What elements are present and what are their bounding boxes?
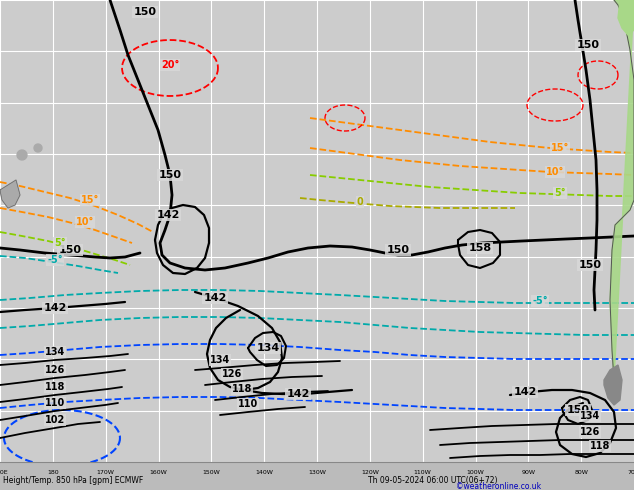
Text: 110: 110 <box>45 398 65 408</box>
Text: 15°: 15° <box>551 143 569 153</box>
Text: 102: 102 <box>45 415 65 425</box>
Text: 150: 150 <box>578 260 602 270</box>
Text: 5°: 5° <box>54 238 66 248</box>
Polygon shape <box>17 150 27 160</box>
Text: 150: 150 <box>387 245 410 255</box>
Text: 10°: 10° <box>76 217 94 227</box>
Text: 126: 126 <box>45 365 65 375</box>
Text: 5°: 5° <box>554 188 566 198</box>
Text: 180: 180 <box>47 469 59 474</box>
Text: ©weatheronline.co.uk: ©weatheronline.co.uk <box>456 482 541 490</box>
Text: 126: 126 <box>222 369 242 379</box>
Text: 142: 142 <box>43 303 67 313</box>
Text: 130W: 130W <box>308 469 326 474</box>
Text: 142: 142 <box>204 293 227 303</box>
Text: 100W: 100W <box>467 469 484 474</box>
Text: 150: 150 <box>567 405 590 415</box>
Text: 80W: 80W <box>574 469 588 474</box>
Text: 110: 110 <box>238 399 258 409</box>
Polygon shape <box>0 180 20 208</box>
Text: 126: 126 <box>580 427 600 437</box>
Text: 118: 118 <box>590 441 610 451</box>
Text: 120W: 120W <box>361 469 378 474</box>
Text: 90W: 90W <box>521 469 535 474</box>
Text: Th 09-05-2024 06:00 UTC(06+72): Th 09-05-2024 06:00 UTC(06+72) <box>368 475 497 485</box>
Text: 142: 142 <box>514 387 537 397</box>
Text: 20°: 20° <box>161 60 179 70</box>
Text: 142: 142 <box>287 389 309 399</box>
Text: 160W: 160W <box>150 469 167 474</box>
Text: 118: 118 <box>232 384 252 394</box>
Text: 134: 134 <box>45 347 65 357</box>
Text: 142: 142 <box>157 210 179 220</box>
Text: 150: 150 <box>134 7 157 17</box>
Text: 110W: 110W <box>414 469 432 474</box>
Text: -5°: -5° <box>532 296 548 306</box>
Bar <box>0 462 634 490</box>
Text: Height/Temp. 850 hPa [gpm] ECMWF: Height/Temp. 850 hPa [gpm] ECMWF <box>3 475 143 485</box>
Text: 150: 150 <box>58 245 82 255</box>
Text: 150: 150 <box>158 170 181 180</box>
Text: 134: 134 <box>580 411 600 421</box>
Text: 150W: 150W <box>202 469 220 474</box>
Text: 118: 118 <box>45 382 65 392</box>
Text: 134: 134 <box>256 343 280 353</box>
Polygon shape <box>34 144 42 152</box>
Text: 170W: 170W <box>97 469 115 474</box>
Text: 150: 150 <box>576 40 600 50</box>
Polygon shape <box>610 0 634 380</box>
Text: 10°: 10° <box>546 167 564 177</box>
Text: 0: 0 <box>356 197 363 207</box>
Text: 134: 134 <box>210 355 230 365</box>
Text: 190E: 190E <box>0 469 8 474</box>
Text: 70W: 70W <box>627 469 634 474</box>
Text: 15°: 15° <box>81 195 99 205</box>
Text: -5°: -5° <box>47 255 63 265</box>
Polygon shape <box>618 0 634 35</box>
Text: 140W: 140W <box>256 469 273 474</box>
Text: 158: 158 <box>469 243 491 253</box>
Polygon shape <box>604 365 622 405</box>
